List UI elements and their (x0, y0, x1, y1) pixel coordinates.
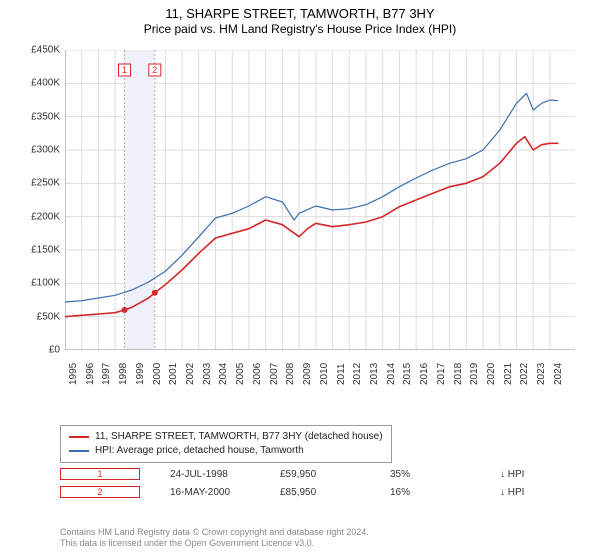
y-tick-label: £0 (49, 345, 60, 356)
y-tick-label: £200K (31, 211, 60, 222)
x-axis-labels: 1995 1996 1997 1998 1999 2000 2001 2002 2003 2004… (65, 355, 575, 410)
chart-area: £0 £50K £100K £150K £200K £250K £300K £350K £400… (20, 50, 580, 380)
legend-swatch (69, 436, 89, 438)
y-axis-labels: £0£50K£100K£150K£200K£250K£300K£350K£400… (20, 50, 60, 350)
marker-row: 2 16-MAY-2000 £85,950 16% ↓ HPI (60, 486, 580, 498)
x-tick-label: 2004 (218, 363, 229, 385)
x-tick-label: 2005 (235, 363, 246, 385)
legend: 11, SHARPE STREET, TAMWORTH, B77 3HY (de… (60, 425, 392, 463)
plot-area: 12 (65, 50, 575, 350)
legend-swatch (69, 450, 89, 452)
marker-price: £59,950 (280, 469, 360, 480)
footer-text: Contains HM Land Registry data © Crown c… (60, 527, 369, 550)
x-tick-label: 2013 (369, 363, 380, 385)
marker-number-box: 1 (60, 468, 140, 480)
title-line-2: Price paid vs. HM Land Registry's House … (0, 22, 600, 36)
title-line-1: 11, SHARPE STREET, TAMWORTH, B77 3HY (0, 6, 600, 22)
legend-item: HPI: Average price, detached house, Tamw… (69, 444, 383, 458)
svg-text:1: 1 (122, 65, 127, 75)
y-tick-label: £350K (31, 111, 60, 122)
legend-label: HPI: Average price, detached house, Tamw… (95, 444, 304, 458)
x-tick-label: 2022 (519, 363, 530, 385)
y-tick-label: £100K (31, 278, 60, 289)
x-tick-label: 2008 (285, 363, 296, 385)
svg-text:2: 2 (152, 65, 157, 75)
legend-item: 11, SHARPE STREET, TAMWORTH, B77 3HY (de… (69, 430, 383, 444)
x-tick-label: 2024 (553, 363, 564, 385)
x-tick-label: 2010 (319, 363, 330, 385)
x-tick-label: 2001 (168, 363, 179, 385)
x-tick-label: 1996 (85, 363, 96, 385)
y-tick-label: £400K (31, 78, 60, 89)
x-tick-label: 2002 (185, 363, 196, 385)
marker-number-box: 2 (60, 486, 140, 498)
x-tick-label: 2012 (352, 363, 363, 385)
y-tick-label: £150K (31, 245, 60, 256)
x-tick-label: 2007 (269, 363, 280, 385)
x-tick-label: 2021 (503, 363, 514, 385)
x-tick-label: 2009 (302, 363, 313, 385)
y-tick-label: £300K (31, 145, 60, 156)
x-tick-label: 1995 (68, 363, 79, 385)
marker-date: 24-JUL-1998 (170, 469, 250, 480)
x-tick-label: 2014 (386, 363, 397, 385)
x-tick-label: 2000 (152, 363, 163, 385)
x-tick-label: 2020 (486, 363, 497, 385)
x-tick-label: 1999 (135, 363, 146, 385)
chart-title: 11, SHARPE STREET, TAMWORTH, B77 3HY Pri… (0, 6, 600, 36)
y-tick-label: £50K (37, 311, 60, 322)
marker-price: £85,950 (280, 487, 360, 498)
x-tick-label: 2023 (536, 363, 547, 385)
page-root: 11, SHARPE STREET, TAMWORTH, B77 3HY Pri… (0, 0, 600, 560)
x-tick-label: 2015 (402, 363, 413, 385)
marker-pct: 16% (390, 487, 470, 498)
y-tick-label: £450K (31, 45, 60, 56)
x-tick-label: 2017 (436, 363, 447, 385)
x-tick-label: 2006 (252, 363, 263, 385)
legend-label: 11, SHARPE STREET, TAMWORTH, B77 3HY (de… (95, 430, 383, 444)
x-tick-label: 2016 (419, 363, 430, 385)
x-tick-label: 2019 (469, 363, 480, 385)
y-tick-label: £250K (31, 178, 60, 189)
x-tick-label: 2018 (453, 363, 464, 385)
marker-pct: 35% (390, 469, 470, 480)
marker-vs: ↓ HPI (500, 469, 580, 480)
marker-vs: ↓ HPI (500, 487, 580, 498)
x-tick-label: 2011 (336, 363, 347, 385)
marker-date: 16-MAY-2000 (170, 487, 250, 498)
marker-table: 1 24-JUL-1998 £59,950 35% ↓ HPI 2 16-MAY-2000 £… (60, 468, 580, 504)
footer-line-2: This data is licensed under the Open Gov… (60, 538, 369, 550)
x-tick-label: 1997 (101, 363, 112, 385)
marker-row: 1 24-JUL-1998 £59,950 35% ↓ HPI (60, 468, 580, 480)
chart-svg: 12 (65, 50, 575, 350)
x-tick-label: 2003 (202, 363, 213, 385)
x-tick-label: 1998 (118, 363, 129, 385)
footer-line-1: Contains HM Land Registry data © Crown c… (60, 527, 369, 539)
